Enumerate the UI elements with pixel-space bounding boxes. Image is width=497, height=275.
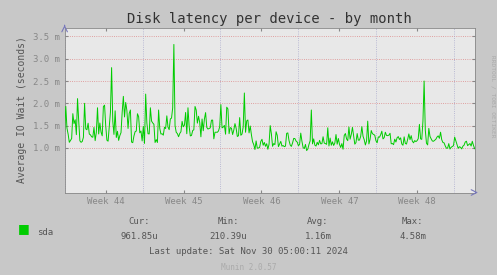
Text: Max:: Max: (402, 217, 423, 226)
Text: sda: sda (37, 228, 53, 237)
Text: 1.16m: 1.16m (305, 232, 331, 241)
Text: 4.58m: 4.58m (399, 232, 426, 241)
Text: Min:: Min: (218, 217, 240, 226)
Text: Cur:: Cur: (128, 217, 150, 226)
Title: Disk latency per device - by month: Disk latency per device - by month (127, 12, 412, 26)
Text: 210.39u: 210.39u (210, 232, 248, 241)
Text: Last update: Sat Nov 30 05:00:11 2024: Last update: Sat Nov 30 05:00:11 2024 (149, 248, 348, 256)
Text: RRDTOOL / TOBI OETIKER: RRDTOOL / TOBI OETIKER (491, 55, 496, 138)
Y-axis label: Average IO Wait (seconds): Average IO Wait (seconds) (17, 37, 27, 183)
Text: ■: ■ (17, 222, 29, 235)
Text: 961.85u: 961.85u (120, 232, 158, 241)
Text: Munin 2.0.57: Munin 2.0.57 (221, 263, 276, 271)
Text: Avg:: Avg: (307, 217, 329, 226)
